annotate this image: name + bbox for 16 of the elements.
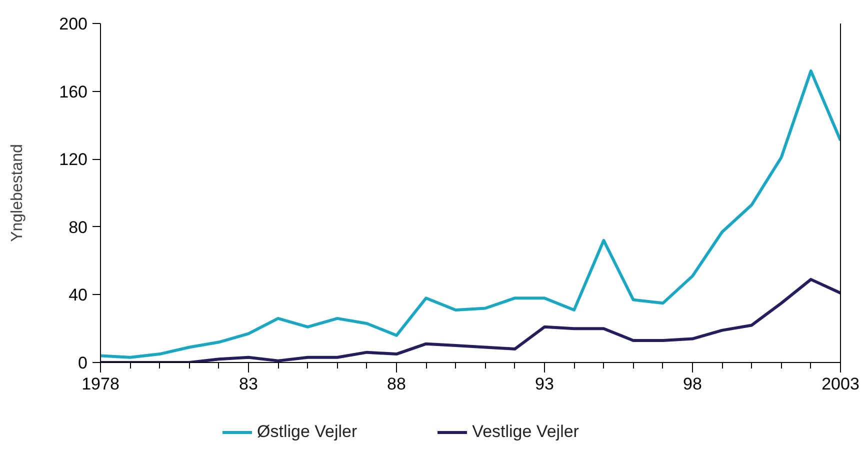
legend-label: Østlige Vejler [257, 422, 358, 442]
y-tick-label: 200 [59, 14, 88, 34]
x-tick-label: 2003 [822, 374, 860, 394]
legend-label: Vestlige Vejler [472, 422, 579, 442]
x-tick-label: 93 [535, 374, 554, 394]
x-tick-label: 1978 [82, 374, 120, 394]
y-tick-label: 160 [59, 82, 88, 102]
y-tick-label: 40 [68, 286, 88, 305]
line-series [100, 69, 840, 359]
y-axis-title: Ynglebestand [9, 144, 26, 242]
y-tick-label: 80 [68, 218, 88, 237]
y-tick-label: 120 [59, 150, 88, 170]
x-tick-label: 83 [239, 374, 258, 394]
x-tick-label: 88 [387, 374, 406, 394]
y-tick-label: 0 [78, 354, 88, 372]
x-tick-label: 98 [683, 374, 702, 394]
